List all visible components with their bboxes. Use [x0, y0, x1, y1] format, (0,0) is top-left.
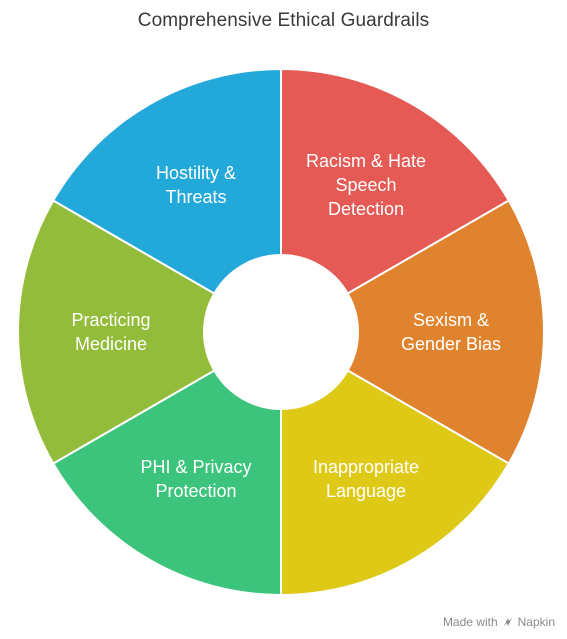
footer-attribution: Made with Napkin	[443, 615, 555, 629]
segment-label-line: Speech	[335, 175, 396, 195]
segment-label: Practicing Medicine	[71, 310, 150, 354]
center-hole	[204, 255, 358, 409]
segment-label: Racism & Hate Speech Detection	[306, 151, 426, 219]
segment-label-line: Language	[326, 481, 406, 501]
segment-label-line: Gender Bias	[401, 334, 501, 354]
brand-text: Napkin	[517, 615, 555, 629]
segment-label-line: Racism & Hate	[306, 151, 426, 171]
diagram-title: Comprehensive Ethical Guardrails	[137, 10, 430, 31]
segment-label: PHI & Privacy Protection	[140, 457, 251, 501]
segment-label-line: Inappropriate	[313, 457, 419, 477]
segment-label: Inappropriate Language	[313, 457, 419, 501]
segment-label-line: Medicine	[75, 334, 147, 354]
segment-label-line: Sexism &	[413, 310, 489, 330]
segment-label-line: Threats	[165, 187, 226, 207]
segment-label-line: Practicing	[71, 310, 150, 330]
segment-label-line: Detection	[328, 199, 404, 219]
segment-label: Hostility & Threats	[156, 163, 236, 207]
segment-label-line: Protection	[155, 481, 236, 501]
segment-label: Sexism & Gender Bias	[401, 310, 501, 354]
made-with-text: Made with	[442, 615, 498, 629]
segment-label-line: PHI & Privacy	[140, 457, 251, 477]
napkin-logo-icon	[503, 618, 512, 626]
segment-label-line: Hostility &	[156, 163, 236, 183]
